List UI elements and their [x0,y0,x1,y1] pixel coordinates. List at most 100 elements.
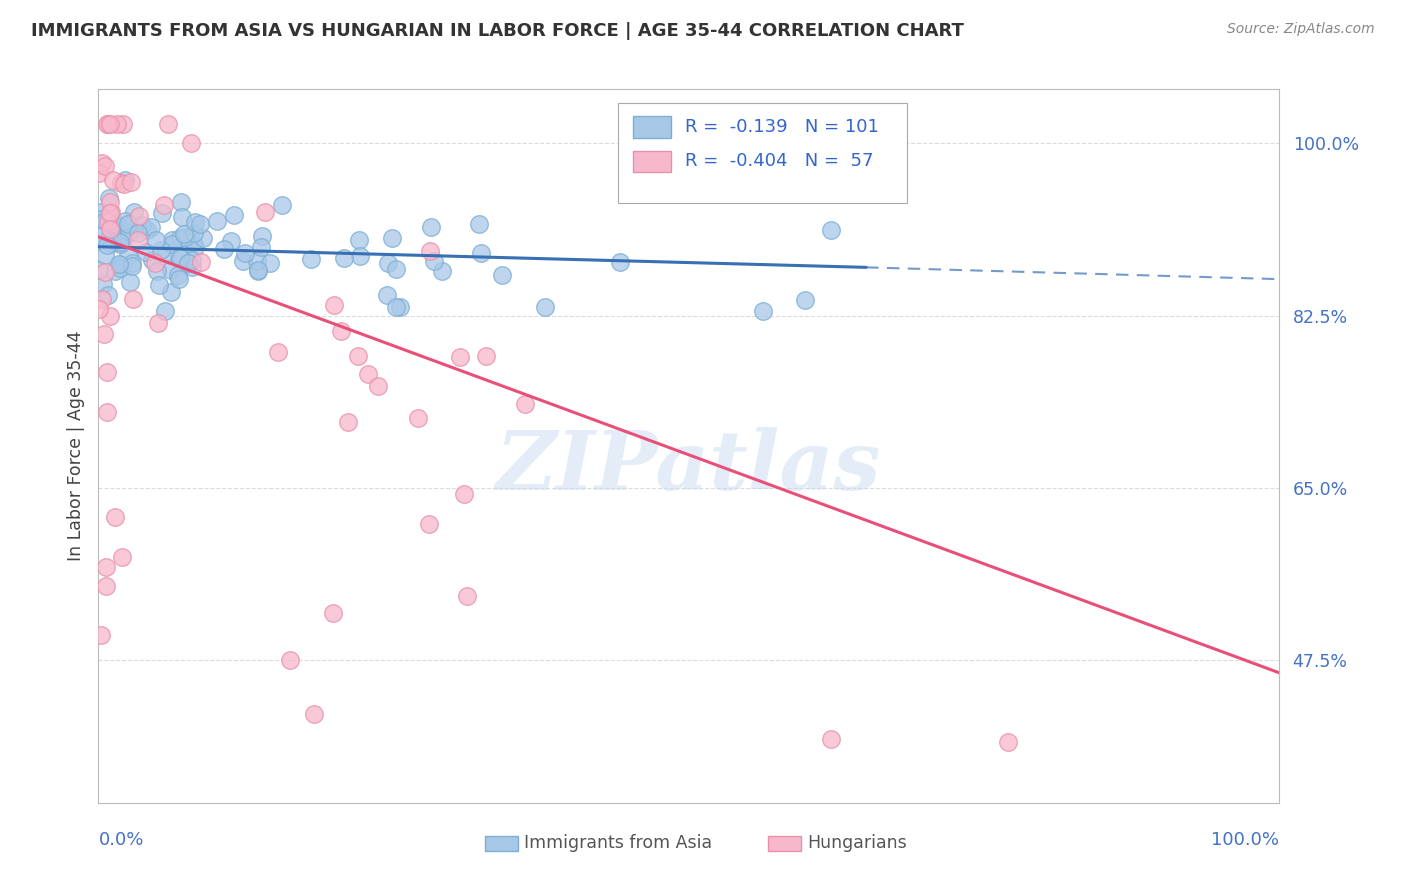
Point [97,287,120,301]
Point [90,628,112,642]
Point [93,327,115,342]
Point [117,224,139,238]
Point [141,252,163,267]
Point [100,206,122,220]
Point [367,379,389,393]
Point [111,117,134,131]
Point [249,239,271,253]
Point [136,223,159,237]
Point [110,235,132,249]
Point [389,300,412,314]
Point [155,245,177,260]
Point [96,365,118,379]
Point [247,262,270,277]
Point [337,415,360,429]
Point [97,215,120,229]
Text: R =  -0.139   N = 101: R = -0.139 N = 101 [685,118,879,136]
Point [169,251,191,265]
FancyBboxPatch shape [634,151,671,172]
Point [430,263,453,277]
Point [114,173,136,187]
Point [94,579,117,593]
Text: Hungarians: Hungarians [807,834,907,852]
Point [385,300,408,314]
Point [104,264,127,278]
Point [160,233,183,247]
Point [246,264,269,278]
Point [246,253,269,268]
Point [752,303,775,318]
Point [96,559,118,574]
Point [474,349,496,363]
Point [135,244,157,259]
Point [167,249,190,263]
Point [98,208,121,222]
Point [143,256,166,270]
Point [118,275,141,289]
Point [96,117,118,131]
Point [104,510,127,524]
Point [491,268,513,283]
Point [117,226,139,240]
Text: 100.0%: 100.0% [1212,831,1279,849]
Point [169,230,191,244]
Point [271,197,294,211]
Point [100,117,122,131]
Point [259,256,281,270]
Point [609,254,631,268]
Point [121,260,143,274]
Point [110,176,132,190]
Point [349,233,371,247]
Point [122,292,145,306]
Point [90,292,112,306]
Point [177,256,200,270]
Point [173,230,195,244]
Point [181,253,204,268]
Point [156,117,179,131]
Point [232,253,254,268]
Point [322,606,344,620]
Point [467,217,489,231]
Point [381,231,404,245]
Point [97,117,120,131]
Point [349,249,371,263]
Point [127,233,149,247]
Point [333,251,356,265]
Point [207,214,229,228]
Point [110,237,132,252]
Point [375,287,398,301]
Point [190,255,212,269]
Y-axis label: In Labor Force | Age 35-44: In Labor Force | Age 35-44 [66,331,84,561]
Point [377,256,399,270]
Point [101,236,124,251]
Point [184,215,207,229]
Point [112,177,135,191]
Point [121,256,143,270]
Point [449,351,471,365]
Point [94,214,117,228]
Point [98,195,121,210]
Point [87,263,110,277]
Point [162,236,184,251]
Point [117,217,139,231]
Point [233,246,256,260]
Point [304,707,326,722]
Point [419,244,441,259]
Point [90,205,112,219]
Point [94,265,117,279]
Point [267,345,290,359]
Point [146,263,169,277]
Point [173,227,195,241]
Point [101,218,124,232]
Text: ZIPatlas: ZIPatlas [496,427,882,508]
Point [180,136,202,151]
Text: IMMIGRANTS FROM ASIA VS HUNGARIAN IN LABOR FORCE | AGE 35-44 CORRELATION CHART: IMMIGRANTS FROM ASIA VS HUNGARIAN IN LAB… [31,22,963,40]
Point [997,735,1019,749]
Point [146,316,169,330]
Point [183,226,205,240]
Point [150,206,173,220]
Point [91,277,114,291]
Point [470,246,492,260]
Point [148,278,170,293]
Point [820,223,842,237]
